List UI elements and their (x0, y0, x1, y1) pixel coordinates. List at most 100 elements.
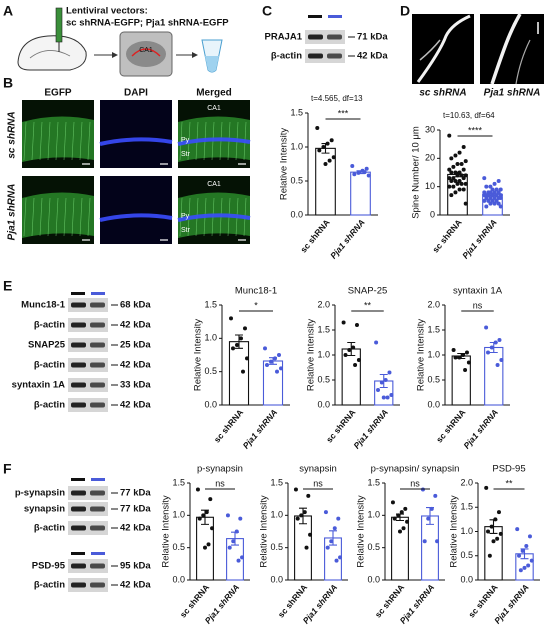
chart-title: synapsin (299, 464, 337, 475)
panel-label: D (400, 3, 410, 19)
data-point (325, 545, 330, 550)
layer-label: Str (181, 151, 191, 158)
band (71, 402, 86, 408)
y-tick-label: 0.5 (367, 542, 380, 552)
y-axis-label: Relative Intensity (449, 495, 460, 568)
blot (68, 521, 108, 535)
y-tick-label: 0.0 (290, 209, 303, 219)
lane-marker (71, 478, 85, 481)
data-point (383, 378, 388, 382)
data-point (488, 201, 493, 206)
error-bar (379, 373, 388, 389)
y-tick-label: 20 (425, 153, 435, 163)
size-label: 68 kDa (120, 300, 151, 311)
data-point (323, 510, 328, 515)
x-tick-label: sc shRNA (430, 217, 463, 254)
size-label: 25 kDa (120, 340, 151, 351)
data-point (308, 532, 313, 537)
data-point (242, 326, 247, 331)
lane-marker (71, 552, 85, 555)
data-point (520, 548, 525, 553)
data-point (244, 356, 249, 361)
data-point (457, 187, 462, 192)
data-point (352, 172, 357, 177)
data-point (276, 353, 281, 357)
size-label: 42 kDa (120, 400, 151, 411)
data-point (208, 497, 213, 502)
data-point (381, 395, 386, 400)
data-point (492, 190, 497, 195)
blot (68, 486, 108, 500)
data-point (459, 181, 464, 186)
data-point (459, 173, 464, 178)
data-point (463, 368, 468, 372)
neurite-band (22, 116, 94, 162)
layer-label: Py (181, 213, 190, 220)
data-point (366, 173, 371, 178)
band (90, 382, 105, 388)
data-point (329, 539, 334, 544)
data-point (341, 320, 346, 325)
band (90, 302, 105, 308)
neurite (63, 197, 67, 237)
data-point (488, 196, 493, 200)
data-point (429, 506, 434, 511)
neurite (31, 121, 35, 161)
band (327, 34, 342, 40)
y-tick-label: 0 (430, 209, 435, 219)
blot-label: β-actin (34, 360, 65, 371)
neurite (87, 121, 91, 161)
data-point (463, 159, 468, 164)
data-point (453, 355, 458, 360)
size-label: 77 kDa (120, 504, 151, 515)
data-point (240, 555, 245, 560)
data-point (496, 179, 501, 183)
chart-title: p-synapsin/ synapsin (371, 464, 460, 475)
neurite (47, 197, 51, 237)
micrograph (100, 100, 172, 168)
size-label: 33 kDa (120, 380, 151, 391)
band (90, 563, 105, 569)
neurite (179, 121, 183, 161)
data-point (325, 141, 330, 146)
blot-label: syntaxin 1A (12, 380, 65, 391)
data-point (496, 201, 501, 206)
data-point (496, 190, 501, 195)
neurite (71, 121, 75, 161)
neurite (47, 121, 51, 161)
band (71, 382, 86, 388)
neurite (71, 197, 75, 237)
error-bar (329, 530, 337, 546)
y-tick-label: 0.0 (317, 399, 330, 409)
data-point (453, 170, 458, 175)
band (308, 53, 323, 59)
neurite (79, 121, 83, 161)
data-point (293, 487, 298, 492)
data-point (323, 162, 328, 166)
neurite (179, 197, 183, 237)
y-tick-label: 0.5 (317, 374, 330, 384)
data-point (364, 166, 369, 171)
significance: ** (364, 300, 372, 310)
data-point (299, 513, 304, 518)
vector-constructs: sc shRNA-EGFP; Pja1 shRNA-EGFP (66, 18, 229, 29)
data-point (399, 510, 404, 515)
blot (68, 378, 108, 392)
significance: **** (468, 125, 483, 135)
blot (68, 318, 108, 332)
bar (350, 171, 371, 216)
data-point (451, 164, 456, 169)
blot-label: β-actin (271, 51, 302, 62)
y-tick-label: 1.0 (270, 510, 283, 520)
y-axis-label: Relative Intensity (416, 319, 427, 392)
data-point (390, 500, 395, 505)
blot-label: Munc18-1 (21, 300, 66, 311)
data-point (457, 150, 462, 155)
chart-title: SNAP-25 (348, 286, 388, 297)
data-point (489, 524, 494, 529)
significance: * (254, 300, 258, 310)
data-point (240, 369, 245, 374)
y-tick-label: 1.0 (290, 141, 303, 151)
data-point (453, 153, 458, 158)
data-point (327, 158, 332, 163)
